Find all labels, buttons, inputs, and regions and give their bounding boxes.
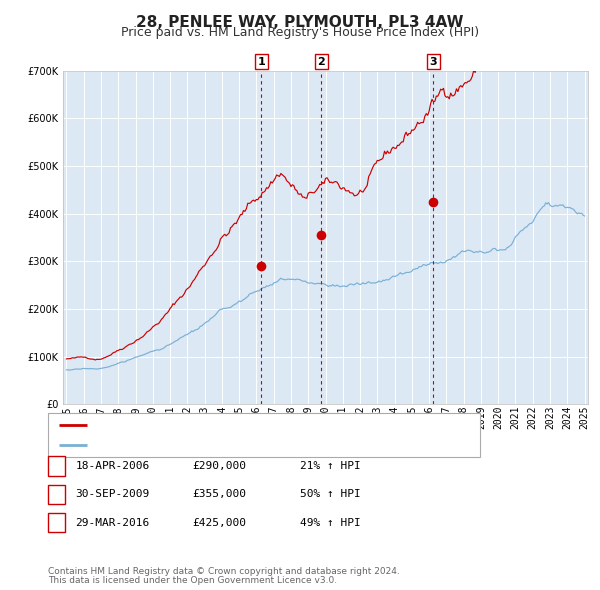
Text: 3: 3 [53, 518, 60, 527]
Text: 1: 1 [257, 57, 265, 67]
Text: 30-SEP-2009: 30-SEP-2009 [76, 490, 150, 499]
Text: HPI: Average price, detached house, City of Plymouth: HPI: Average price, detached house, City… [92, 440, 443, 450]
Text: 18-APR-2006: 18-APR-2006 [76, 461, 150, 471]
Text: 2: 2 [53, 490, 60, 499]
Text: £355,000: £355,000 [192, 490, 246, 499]
Text: 1: 1 [53, 461, 60, 471]
Text: 3: 3 [429, 57, 437, 67]
Text: £425,000: £425,000 [192, 518, 246, 527]
Text: 21% ↑ HPI: 21% ↑ HPI [300, 461, 361, 471]
Text: Contains HM Land Registry data © Crown copyright and database right 2024.: Contains HM Land Registry data © Crown c… [48, 568, 400, 576]
Text: 49% ↑ HPI: 49% ↑ HPI [300, 518, 361, 527]
Text: Price paid vs. HM Land Registry's House Price Index (HPI): Price paid vs. HM Land Registry's House … [121, 26, 479, 39]
Text: £290,000: £290,000 [192, 461, 246, 471]
Text: 50% ↑ HPI: 50% ↑ HPI [300, 490, 361, 499]
Text: 28, PENLEE WAY, PLYMOUTH, PL3 4AW (detached house): 28, PENLEE WAY, PLYMOUTH, PL3 4AW (detac… [92, 421, 430, 430]
Text: 2: 2 [317, 57, 325, 67]
Text: This data is licensed under the Open Government Licence v3.0.: This data is licensed under the Open Gov… [48, 576, 337, 585]
Text: 28, PENLEE WAY, PLYMOUTH, PL3 4AW: 28, PENLEE WAY, PLYMOUTH, PL3 4AW [136, 15, 464, 30]
Text: 29-MAR-2016: 29-MAR-2016 [76, 518, 150, 527]
